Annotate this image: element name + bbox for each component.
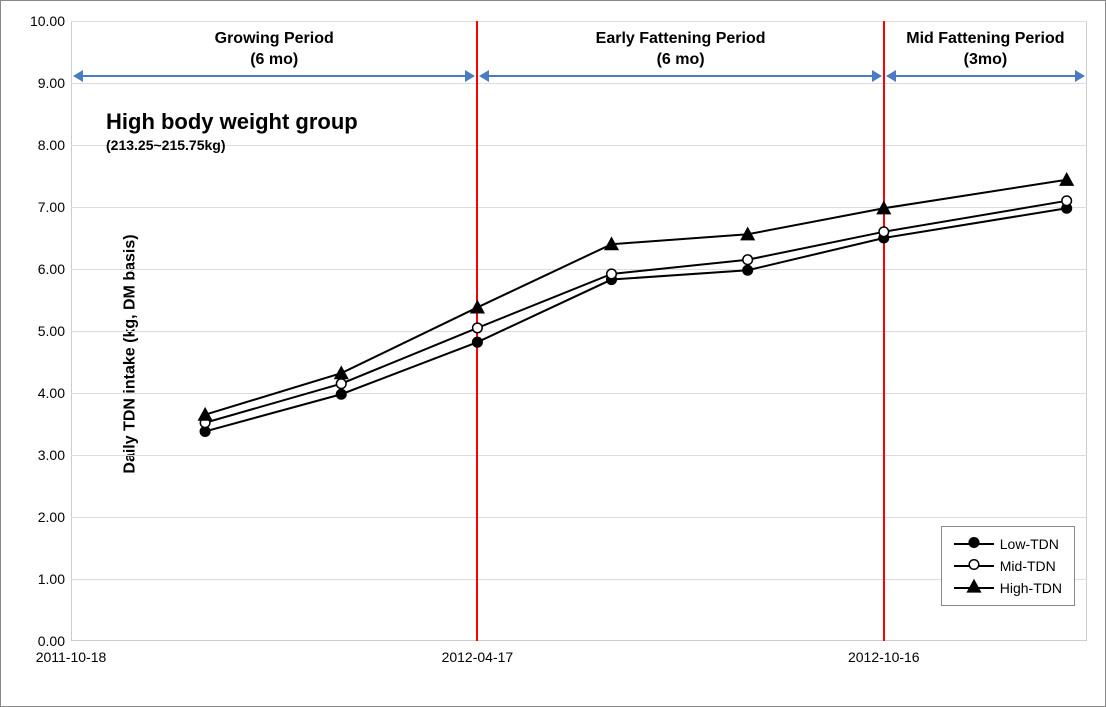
series-marker [336,389,346,399]
legend-sample [954,565,994,567]
x-tick-label: 2011-10-18 [36,649,107,665]
series-marker [335,366,348,378]
series-line [205,201,1067,423]
series-marker [471,301,484,313]
y-tick-label: 8.00 [38,137,65,153]
legend-sample [954,543,994,545]
legend-label: Mid-TDN [1000,558,1056,574]
y-tick-label: 7.00 [38,199,65,215]
legend: Low-TDN Mid-TDN High-TDN [941,526,1075,606]
legend-label: High-TDN [1000,580,1062,596]
legend-item: High-TDN [954,577,1062,599]
y-tick-label: 5.00 [38,323,65,339]
y-tick-label: 3.00 [38,447,65,463]
x-tick-label: 2012-10-16 [848,649,920,665]
legend-item: Low-TDN [954,533,1062,555]
y-tick-label: 10.00 [30,13,65,29]
series-line [205,180,1067,415]
x-tick-label: 2012-04-17 [442,649,514,665]
y-tick-label: 6.00 [38,261,65,277]
y-tick-label: 9.00 [38,75,65,91]
legend-label: Low-TDN [1000,536,1059,552]
series-marker [473,323,483,333]
y-tick-label: 2.00 [38,509,65,525]
series-marker [336,379,346,389]
series-marker [879,227,889,237]
y-tick-label: 1.00 [38,571,65,587]
legend-item: Mid-TDN [954,555,1062,577]
series-marker [607,269,617,279]
series-marker [473,337,483,347]
series-marker [1060,173,1073,185]
legend-sample [954,587,994,589]
series-marker [1062,196,1072,206]
series-marker [743,265,753,275]
chart-container: Daily TDN intake (kg, DM basis) 0.001.00… [0,0,1106,707]
series-marker [743,255,753,265]
y-tick-label: 4.00 [38,385,65,401]
y-tick-label: 0.00 [38,633,65,649]
chart-lines-svg [71,21,1087,641]
